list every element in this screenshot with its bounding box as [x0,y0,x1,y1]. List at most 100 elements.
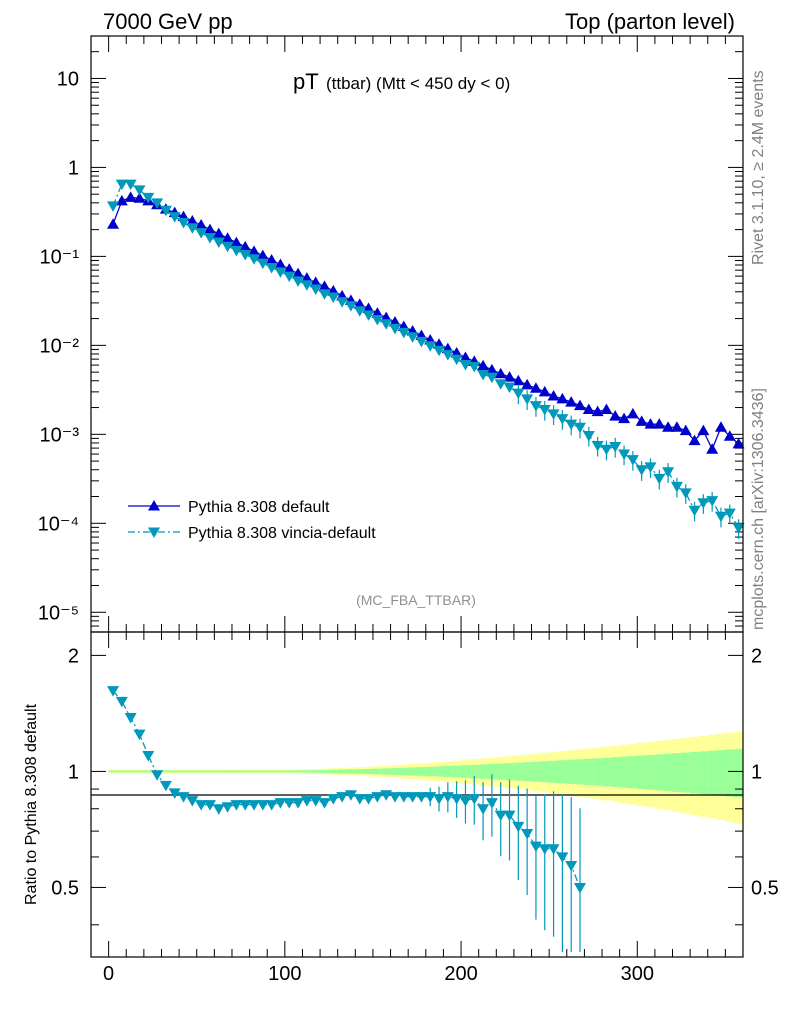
point-vincia [248,254,260,265]
point-default [124,191,137,202]
point-vincia [485,372,498,384]
band-stat [707,750,718,795]
point-vincia [662,467,675,478]
point-default [529,382,542,393]
point-vincia [618,449,631,461]
ratio-point-vincia [274,798,287,809]
band-stat [381,768,392,775]
point-default [459,351,472,363]
ratio-y-tick-label: 2 [68,645,79,667]
band-stat [399,767,409,776]
ratio-point-vincia [397,792,410,803]
point-default [662,421,675,432]
band-stat [143,770,154,773]
ratio-point-vincia [547,844,560,855]
band-stat [522,762,533,782]
band-stat [372,768,383,775]
band-stat [496,763,506,780]
ratio-uncertainty-bands [108,731,744,824]
point-default [582,403,595,415]
band-stat [452,765,462,778]
point-vincia [300,280,313,291]
point-default [283,263,296,274]
ratio-point-vincia [142,750,155,762]
ratio-point-vincia [556,852,569,863]
band-stat [478,764,488,779]
point-default [274,258,287,270]
point-default [521,378,534,390]
ratio-point-vincia [300,796,313,807]
band-stat [179,770,189,773]
band-stat [549,760,559,783]
x-tick-label: 100 [268,963,301,985]
ratio-point-vincia [362,794,375,805]
ratio-point-vincia [221,802,234,813]
point-vincia [424,341,437,352]
point-vincia [362,310,375,321]
band-stat [390,768,400,775]
point-default [371,307,384,318]
point-default [732,437,745,449]
header-left: 7000 GeV pp [103,9,233,34]
main-y-tick-label: 1 [68,157,79,179]
point-default [688,434,701,446]
band-stat [267,770,277,773]
point-default [107,218,120,229]
band-stat [531,761,541,782]
main-y-tick-label: 10⁻² [40,335,80,357]
point-vincia [212,237,225,249]
point-vincia [547,409,560,420]
point-default [318,280,331,291]
point-vincia [450,354,463,366]
point-default [248,245,260,256]
ratio-point-vincia [538,844,551,855]
point-vincia [653,473,666,485]
ratio-point-vincia [459,796,472,807]
band-stat [540,761,550,783]
point-default [362,302,375,313]
ratio-point-vincia [248,800,260,811]
band-stat [196,770,207,773]
point-default [574,399,586,411]
point-vincia [353,306,366,317]
band-stat [602,757,612,787]
band-stat [293,770,303,773]
band-stat [408,767,418,776]
band-stat [716,750,726,796]
band-stat [417,767,427,776]
point-vincia [723,508,736,520]
point-vincia [538,405,551,416]
ratio-frame [90,631,744,958]
main-panel: pT (ttbar) (Mtt < 450 dy < 0) (MC_FBA_TT… [38,35,745,633]
point-vincia [124,179,137,191]
band-stat [575,759,585,785]
band-stat [284,770,295,773]
point-default [565,396,578,407]
ratio-point-vincia [380,790,393,801]
point-default [212,227,225,239]
band-stat [461,765,471,778]
point-default [186,214,199,226]
point-vincia [635,465,648,476]
band-stat [258,770,268,773]
point-default [653,418,666,429]
ratio-point-vincia [406,792,419,803]
point-vincia [433,345,446,357]
band-stat [593,758,603,786]
point-default [503,371,516,382]
band-stat [698,751,709,795]
legend-marker [148,527,160,538]
ratio-point-vincia [309,796,322,807]
plot-title: pT [293,69,319,94]
ratio-point-vincia [344,790,357,801]
ratio-axis-ticks: 2 2 1 1 0.5 0.5 0 100 200 300 [51,632,779,985]
band-stat [619,756,629,788]
point-default [300,272,313,283]
band-stat [610,757,621,788]
point-vincia [309,284,322,295]
ratio-y-tick-label-right: 2 [751,645,762,667]
point-vincia [609,441,622,453]
band-stat [240,770,251,773]
band-stat [249,770,259,773]
point-default [714,421,727,432]
